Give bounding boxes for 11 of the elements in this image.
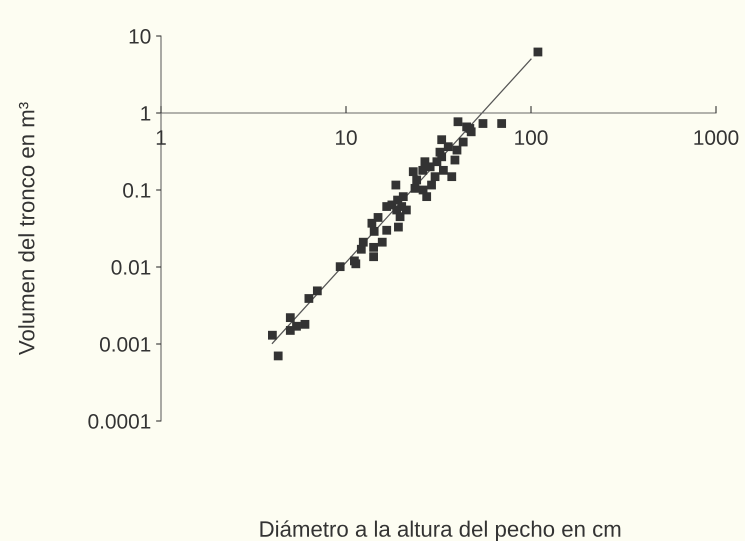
y-tick-label: 0.001 [100,337,150,352]
x-axis-title: Diámetro a la altura del pecho en cm [260,520,620,541]
x-tick-label: 100 [515,130,548,145]
y-tick-label: 0.0001 [88,414,150,429]
y-tick-label: 0.1 [123,183,150,198]
x-tick-label: 10 [336,130,357,145]
y-tick-label: 1 [141,106,150,121]
x-tick-label: 1000 [694,130,738,145]
y-axis-title: Volumen del tronco en m³ [18,102,35,356]
y-tick-label: 10 [130,29,150,44]
y-tick-label: 0.01 [112,260,150,275]
